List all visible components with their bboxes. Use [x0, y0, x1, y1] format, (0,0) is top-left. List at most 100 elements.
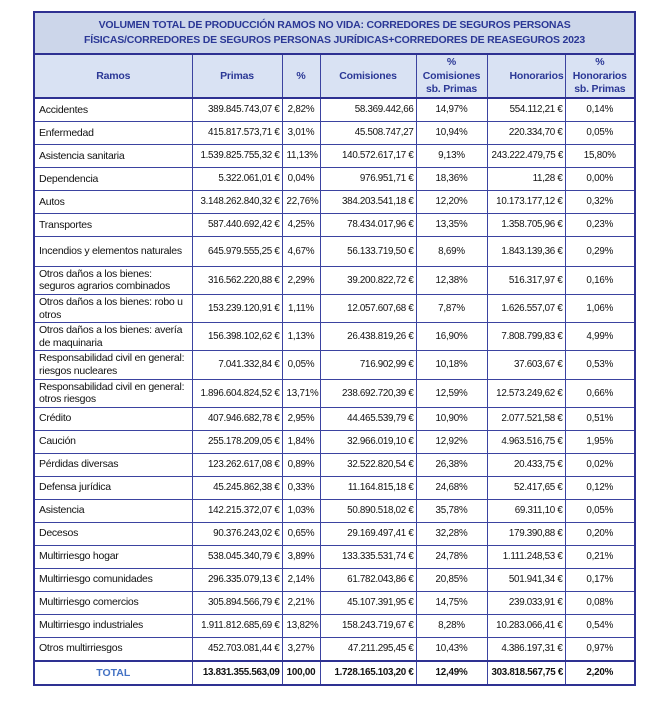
- cell-pct-comisiones: 10,18%: [415, 350, 488, 380]
- cell-honorarios: 516.317,97 €: [486, 265, 566, 296]
- cell-pct-honorarios: 0,08%: [564, 590, 636, 615]
- cell-comisiones: 238.692.720,39 €: [319, 378, 417, 408]
- cell-primas: 3.148.262.840,32 €: [191, 189, 283, 214]
- table-row: Accidentes 389.845.743,07 € 2,82% 58.369…: [33, 97, 636, 122]
- table-row: Transportes 587.440.692,42 € 4,25% 78.43…: [33, 212, 636, 237]
- cell-honorarios: 10.283.066,41 €: [486, 613, 566, 638]
- table-row: Decesos 90.376.243,02 € 0,65% 29.169.497…: [33, 521, 636, 546]
- table-row: Otros multirriesgos 452.703.081,44 € 3,2…: [33, 636, 636, 662]
- table-row: Dependencia 5.322.061,01 € 0,04% 976.951…: [33, 166, 636, 191]
- table-row: Enfermedad 415.817.573,71 € 3,01% 45.508…: [33, 120, 636, 145]
- cell-primas: 1.896.604.824,52 €: [191, 378, 283, 408]
- table-row: Multirriesgo comercios 305.894.566,79 € …: [33, 590, 636, 615]
- table-row: Pérdidas diversas 123.262.617,08 € 0,89%…: [33, 452, 636, 477]
- cell-pct-honorarios: 0,21%: [564, 544, 636, 569]
- cell-pct: 2,95%: [281, 406, 321, 431]
- cell-primas: 316.562.220,88 €: [191, 265, 283, 296]
- cell-honorarios: 37.603,67 €: [486, 350, 566, 380]
- cell-ramo: Pérdidas diversas: [33, 452, 193, 477]
- cell-honorarios: 69.311,10 €: [486, 498, 566, 523]
- table-row: Responsabilidad civil en general: riesgo…: [33, 350, 636, 380]
- cell-pct-comisiones: 10,90%: [415, 406, 488, 431]
- cell-ramo: Crédito: [33, 406, 193, 431]
- cell-ramo: Otros multirriesgos: [33, 636, 193, 662]
- cell-pct-honorarios: 0,17%: [564, 567, 636, 592]
- table-row: Caución 255.178.209,05 € 1,84% 32.966.01…: [33, 429, 636, 454]
- column-header-honorarios: Honorarios: [486, 53, 566, 99]
- column-header-ramos: Ramos: [33, 53, 193, 99]
- cell-ramo: Multirriesgo industriales: [33, 613, 193, 638]
- table-row: Multirriesgo industriales 1.911.812.685,…: [33, 613, 636, 638]
- cell-primas: 90.376.243,02 €: [191, 521, 283, 546]
- cell-primas: 5.322.061,01 €: [191, 166, 283, 191]
- cell-comisiones: 32.522.820,54 €: [319, 452, 417, 477]
- cell-pct-honorarios: 0,05%: [564, 120, 636, 145]
- cell-comisiones: 61.782.043,86 €: [319, 567, 417, 592]
- header-row: Ramos Primas % Comisiones % Comisiones s…: [33, 53, 636, 99]
- column-header-pct-comisiones: % Comisiones sb. Primas: [415, 53, 488, 99]
- cell-ramo: Multirriesgo hogar: [33, 544, 193, 569]
- cell-ramo: Multirriesgo comunidades: [33, 567, 193, 592]
- cell-pct: 1,13%: [281, 322, 321, 352]
- cell-pct: 2,82%: [281, 97, 321, 122]
- cell-pct-honorarios: 0,12%: [564, 475, 636, 500]
- cell-primas: 156.398.102,62 €: [191, 322, 283, 352]
- cell-primas: 538.045.340,79 €: [191, 544, 283, 569]
- cell-ramo: Dependencia: [33, 166, 193, 191]
- cell-honorarios: 52.417,65 €: [486, 475, 566, 500]
- table-row: Otros daños a los bienes: seguros agrari…: [33, 265, 636, 296]
- cell-comisiones: 78.434.017,96 €: [319, 212, 417, 237]
- cell-primas: 123.262.617,08 €: [191, 452, 283, 477]
- cell-pct-comisiones: 14,97%: [415, 97, 488, 122]
- table-row: Otros daños a los bienes: avería de maqu…: [33, 322, 636, 352]
- cell-pct-comisiones: 24,68%: [415, 475, 488, 500]
- cell-pct-honorarios: 0,05%: [564, 498, 636, 523]
- cell-pct-honorarios: 1,06%: [564, 293, 636, 324]
- cell-pct: 1,11%: [281, 293, 321, 324]
- cell-pct: 3,01%: [281, 120, 321, 145]
- cell-comisiones: 716.902,99 €: [319, 350, 417, 380]
- cell-honorarios: 1.111.248,53 €: [486, 544, 566, 569]
- cell-pct: 11,13%: [281, 143, 321, 168]
- cell-pct-comisiones: 18,36%: [415, 166, 488, 191]
- cell-ramo: Responsabilidad civil en general: otros …: [33, 378, 193, 408]
- cell-honorarios: 554.112,21 €: [486, 97, 566, 122]
- cell-pct-comisiones: 26,38%: [415, 452, 488, 477]
- cell-ramo: Otros daños a los bienes: seguros agrari…: [33, 265, 193, 296]
- cell-pct-comisiones: 20,85%: [415, 567, 488, 592]
- cell-pct-honorarios: 0,16%: [564, 265, 636, 296]
- cell-pct: 0,33%: [281, 475, 321, 500]
- cell-pct-comisiones: 13,35%: [415, 212, 488, 237]
- cell-honorarios: 179.390,88 €: [486, 521, 566, 546]
- table-row: Responsabilidad civil en general: otros …: [33, 378, 636, 408]
- cell-ramo: Transportes: [33, 212, 193, 237]
- table-row: Asistencia sanitaria 1.539.825.755,32 € …: [33, 143, 636, 168]
- cell-primas: 7.041.332,84 €: [191, 350, 283, 380]
- total-pct-honorarios: 2,20%: [564, 659, 636, 686]
- cell-pct-honorarios: 4,99%: [564, 322, 636, 352]
- column-header-pct-honorarios: % Honorarios sb. Primas: [564, 53, 636, 99]
- table-title: VOLUMEN TOTAL DE PRODUCCIÓN RAMOS NO VID…: [33, 11, 636, 56]
- cell-pct-comisiones: 12,59%: [415, 378, 488, 408]
- cell-honorarios: 243.222.479,75 €: [486, 143, 566, 168]
- cell-comisiones: 50.890.518,02 €: [319, 498, 417, 523]
- cell-comisiones: 45.107.391,95 €: [319, 590, 417, 615]
- cell-honorarios: 1.843.139,36 €: [486, 235, 566, 267]
- cell-honorarios: 12.573.249,62 €: [486, 378, 566, 408]
- cell-honorarios: 1.358.705,96 €: [486, 212, 566, 237]
- cell-comisiones: 140.572.617,17 €: [319, 143, 417, 168]
- cell-primas: 415.817.573,71 €: [191, 120, 283, 145]
- cell-pct-comisiones: 16,90%: [415, 322, 488, 352]
- table-row: Defensa jurídica 45.245.862,38 € 0,33% 1…: [33, 475, 636, 500]
- cell-pct-comisiones: 7,87%: [415, 293, 488, 324]
- cell-comisiones: 47.211.295,45 €: [319, 636, 417, 662]
- cell-honorarios: 4.386.197,31 €: [486, 636, 566, 662]
- cell-ramo: Otros daños a los bienes: robo u otros: [33, 293, 193, 324]
- table-row: Otros daños a los bienes: robo u otros 1…: [33, 293, 636, 324]
- cell-primas: 389.845.743,07 €: [191, 97, 283, 122]
- cell-comisiones: 12.057.607,68 €: [319, 293, 417, 324]
- cell-pct-comisiones: 9,13%: [415, 143, 488, 168]
- cell-pct: 0,89%: [281, 452, 321, 477]
- cell-pct-comisiones: 12,20%: [415, 189, 488, 214]
- cell-honorarios: 2.077.521,58 €: [486, 406, 566, 431]
